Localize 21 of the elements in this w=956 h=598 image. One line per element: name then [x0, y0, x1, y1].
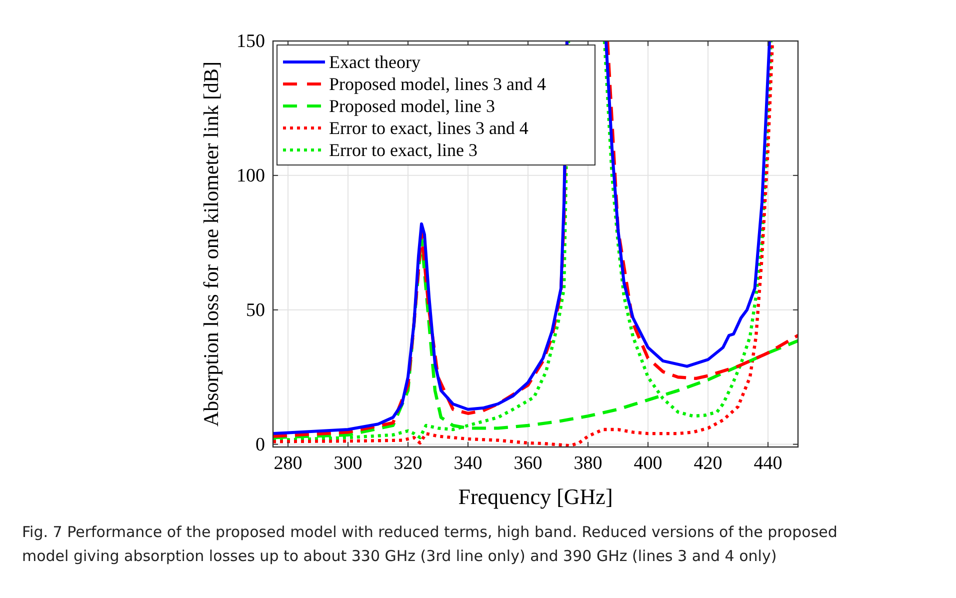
y-tick-label: 0	[256, 434, 265, 456]
x-tick-label: 360	[514, 453, 542, 474]
x-tick-label: 300	[334, 453, 362, 474]
legend-label: Error to exact, line 3	[329, 140, 478, 160]
x-tick-label: 340	[454, 453, 482, 474]
x-tick-label: 320	[394, 453, 422, 474]
caption: Fig. 7 Performance of the proposed model with reduced terms, high band. Reduced versions of the proposed model giving absorption losses up to about 330 GHz (3rd line only) and 390 GHz (lines 3 and 4 only)	[22, 523, 838, 565]
x-tick-label: 400	[634, 453, 662, 474]
y-tick-label: 150	[236, 31, 265, 52]
legend-label: Proposed model, line 3	[329, 96, 495, 116]
y-axis-title: Absorption loss for one kilometer link [dB]	[199, 61, 223, 427]
y-tick-label: 100	[236, 165, 265, 186]
legend-label: Exact theory	[329, 52, 420, 72]
y-tick-label: 50	[246, 300, 265, 321]
x-tick-label: 420	[694, 453, 722, 474]
x-tick-label: 380	[574, 453, 602, 474]
x-tick-label: 440	[754, 453, 782, 474]
x-tick-label: 280	[274, 453, 302, 474]
legend-label: Error to exact, lines 3 and 4	[329, 118, 528, 138]
x-axis-title: Frequency [GHz]	[458, 484, 613, 509]
legend-label: Proposed model, lines 3 and 4	[329, 74, 546, 94]
